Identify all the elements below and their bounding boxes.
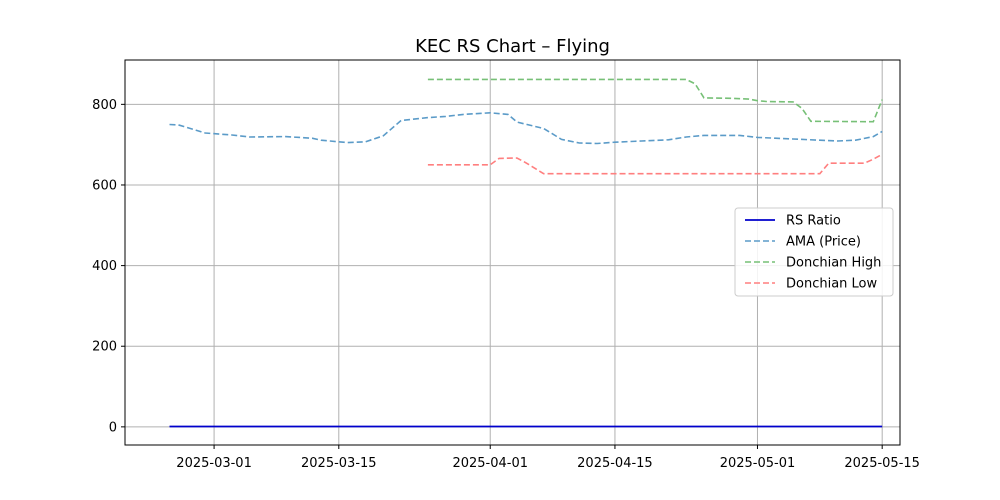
- axis-ticks: 2025-03-01 2025-03-15 2025-04-01 2025-04-15…: [92, 98, 920, 471]
- x-tick-label: 2025-03-01: [176, 456, 252, 471]
- y-tick-label: 0: [109, 420, 117, 435]
- y-tick-label: 400: [92, 259, 117, 274]
- y-tick-label: 600: [92, 178, 117, 193]
- axes-frame: [124, 59, 901, 446]
- legend-label: RS Ratio: [786, 214, 841, 229]
- plot-area: [169, 78, 883, 428]
- legend: RS Ratio AMA (Price) Donchian High Donchian…: [734, 207, 894, 297]
- series-line-donchian-low: [427, 153, 883, 175]
- x-tick-label: 2025-03-15: [301, 456, 377, 471]
- y-tick-label: 800: [92, 98, 117, 113]
- x-tick-label: 2025-04-15: [577, 456, 653, 471]
- legend-label: Donchian High: [786, 256, 881, 271]
- series-line-ama-price: [169, 111, 883, 145]
- legend-label: AMA (Price): [786, 235, 861, 250]
- series-line-donchian-high: [427, 78, 883, 123]
- x-tick-label: 2025-05-01: [720, 456, 796, 471]
- x-tick-label: 2025-05-15: [844, 456, 920, 471]
- x-tick-label: 2025-04-01: [452, 456, 528, 471]
- y-tick-label: 200: [92, 340, 117, 355]
- legend-label: Donchian Low: [786, 277, 878, 292]
- legend-box: [734, 207, 894, 297]
- chart-title: KEC RS Chart – Flying: [415, 36, 610, 57]
